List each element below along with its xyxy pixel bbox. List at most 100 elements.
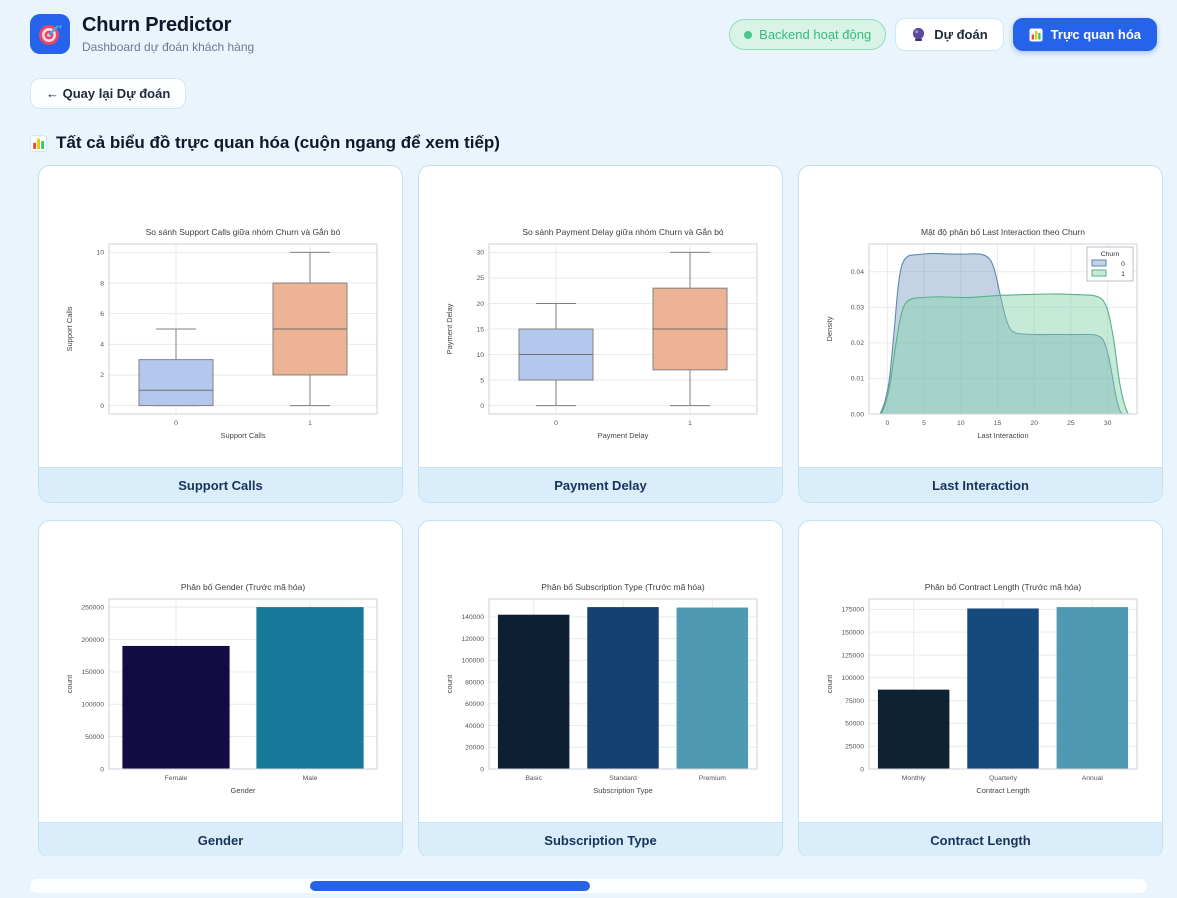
svg-text:0: 0 bbox=[100, 766, 104, 773]
payment-delay-boxplot: 0 5 10 15 20 25 30 0 1 So sánh Payment Delay giữa… bbox=[438, 222, 769, 452]
crystal-ball-icon bbox=[913, 27, 925, 41]
target-icon bbox=[39, 25, 62, 45]
svg-text:count: count bbox=[65, 674, 74, 693]
svg-text:Support Calls: Support Calls bbox=[220, 431, 265, 440]
page-title: Churn Predictor bbox=[82, 14, 232, 36]
svg-text:Phân bố Subscription Type (Trư: Phân bố Subscription Type (Trước mã hóa) bbox=[541, 582, 705, 592]
svg-text:100000: 100000 bbox=[461, 658, 484, 665]
svg-text:0: 0 bbox=[885, 420, 889, 427]
svg-text:Phân bố Contract Length (Trước: Phân bố Contract Length (Trước mã hóa) bbox=[924, 582, 1081, 592]
svg-text:Subscription Type: Subscription Type bbox=[593, 786, 652, 795]
svg-text:25: 25 bbox=[476, 275, 484, 282]
section-title-text: Tất cả biểu đồ trực quan hóa (cuộn ngang… bbox=[56, 133, 500, 152]
svg-text:4: 4 bbox=[100, 342, 104, 349]
svg-text:0: 0 bbox=[174, 420, 178, 427]
svg-text:100000: 100000 bbox=[81, 702, 104, 709]
svg-text:Mật độ phân bố Last Interactio: Mật độ phân bố Last Interaction theo Chu… bbox=[921, 227, 1085, 237]
charts-scroll-area[interactable]: 0 2 4 6 8 10 0 1 So sánh Support Calls giữa nhóm… bbox=[0, 165, 1177, 856]
svg-text:0.03: 0.03 bbox=[850, 305, 863, 312]
svg-text:60000: 60000 bbox=[465, 701, 484, 708]
bar-chart-icon bbox=[30, 134, 47, 152]
card-label: Payment Delay bbox=[419, 467, 782, 502]
svg-text:0.04: 0.04 bbox=[850, 269, 863, 276]
svg-text:Payment Delay: Payment Delay bbox=[445, 303, 454, 354]
svg-text:10: 10 bbox=[956, 420, 964, 427]
predict-button[interactable]: Dự đoán bbox=[895, 18, 1004, 51]
svg-text:Annual: Annual bbox=[1081, 775, 1103, 782]
section-title: Tất cả biểu đồ trực quan hóa (cuộn ngang… bbox=[30, 133, 1177, 153]
chart-card-last-interaction[interactable]: Churn 0 1 0.00 0.01 0.02 0.03 0.04 0 5 10 15 20 25 30 M… bbox=[798, 165, 1163, 503]
svg-text:Basic: Basic bbox=[525, 775, 542, 782]
status-dot-icon bbox=[744, 30, 753, 39]
svg-text:10: 10 bbox=[476, 352, 484, 359]
svg-text:175000: 175000 bbox=[841, 607, 864, 614]
svg-text:0: 0 bbox=[480, 766, 484, 773]
svg-text:6: 6 bbox=[100, 311, 104, 318]
svg-text:20: 20 bbox=[476, 301, 484, 308]
svg-text:50000: 50000 bbox=[85, 734, 104, 741]
back-to-predict-button[interactable]: ← Quay lại Dự đoán bbox=[30, 78, 187, 109]
svg-text:20000: 20000 bbox=[465, 745, 484, 752]
svg-text:140000: 140000 bbox=[461, 614, 484, 621]
gender-bar-chart: 0 50000 100000 150000 200000 250000 Female Male… bbox=[58, 577, 389, 807]
svg-text:5: 5 bbox=[922, 420, 926, 427]
chart-card-contract-length[interactable]: 0 25000 50000 75000 100000 125000 150000 175000… bbox=[798, 520, 1163, 856]
svg-text:125000: 125000 bbox=[841, 652, 864, 659]
svg-text:30: 30 bbox=[1103, 420, 1111, 427]
svg-text:150000: 150000 bbox=[841, 629, 864, 636]
page-subtitle: Dashboard dự đoán khách hàng bbox=[82, 40, 255, 54]
svg-text:count: count bbox=[825, 674, 834, 693]
svg-text:50000: 50000 bbox=[845, 721, 864, 728]
svg-text:200000: 200000 bbox=[81, 637, 104, 644]
card-label: Subscription Type bbox=[419, 822, 782, 856]
svg-text:1: 1 bbox=[688, 420, 692, 427]
app-logo bbox=[30, 14, 70, 54]
svg-text:Male: Male bbox=[302, 775, 317, 782]
svg-text:120000: 120000 bbox=[461, 636, 484, 643]
brand-text: Churn Predictor Dashboard dự đoán khách … bbox=[82, 14, 254, 54]
svg-text:0: 0 bbox=[1121, 261, 1125, 268]
svg-text:0.02: 0.02 bbox=[850, 340, 863, 347]
svg-text:Churn: Churn bbox=[1100, 251, 1119, 258]
svg-text:2: 2 bbox=[100, 372, 104, 379]
svg-text:100000: 100000 bbox=[841, 675, 864, 682]
svg-text:0.00: 0.00 bbox=[850, 411, 863, 418]
card-label: Support Calls bbox=[39, 467, 402, 502]
svg-text:Phân bố Gender (Trước mã hóa): Phân bố Gender (Trước mã hóa) bbox=[180, 582, 305, 592]
svg-text:30: 30 bbox=[476, 250, 484, 257]
card-label: Contract Length bbox=[799, 822, 1162, 856]
svg-text:15: 15 bbox=[993, 420, 1001, 427]
svg-text:Contract Length: Contract Length bbox=[976, 786, 1029, 795]
svg-text:0: 0 bbox=[554, 420, 558, 427]
svg-text:75000: 75000 bbox=[845, 698, 864, 705]
svg-text:count: count bbox=[445, 674, 454, 693]
horizontal-scrollbar-track[interactable] bbox=[30, 879, 1147, 893]
predict-button-label: Dự đoán bbox=[934, 27, 988, 42]
visualize-button[interactable]: Trực quan hóa bbox=[1012, 18, 1157, 51]
app-header: Churn Predictor Dashboard dự đoán khách … bbox=[0, 0, 1177, 54]
svg-text:1: 1 bbox=[308, 420, 312, 427]
chart-card-support-calls[interactable]: 0 2 4 6 8 10 0 1 So sánh Support Calls giữa nhóm… bbox=[38, 165, 403, 503]
svg-text:0: 0 bbox=[100, 403, 104, 410]
backend-status-badge: Backend hoạt động bbox=[729, 19, 887, 50]
horizontal-scrollbar-thumb[interactable] bbox=[310, 881, 590, 891]
bar-chart-icon bbox=[1029, 28, 1043, 41]
chart-card-payment-delay[interactable]: 0 5 10 15 20 25 30 0 1 So sánh Payment Delay giữa… bbox=[418, 165, 783, 503]
svg-text:8: 8 bbox=[100, 280, 104, 287]
svg-text:1: 1 bbox=[1121, 271, 1125, 278]
svg-text:80000: 80000 bbox=[465, 679, 484, 686]
svg-text:0: 0 bbox=[480, 403, 484, 410]
svg-text:0: 0 bbox=[860, 766, 864, 773]
support-calls-boxplot: 0 2 4 6 8 10 0 1 So sánh Support Calls giữa nhóm… bbox=[58, 222, 389, 452]
visualize-button-label: Trực quan hóa bbox=[1050, 27, 1141, 42]
card-label: Last Interaction bbox=[799, 467, 1162, 502]
chart-card-subscription-type[interactable]: 0 20000 40000 60000 80000 100000 120000 140000 B… bbox=[418, 520, 783, 856]
svg-text:20: 20 bbox=[1030, 420, 1038, 427]
header-actions: Backend hoạt động Dự đoán Trực quan hóa bbox=[729, 18, 1157, 51]
svg-text:25: 25 bbox=[1067, 420, 1075, 427]
chart-card-gender[interactable]: 0 50000 100000 150000 200000 250000 Female Male… bbox=[38, 520, 403, 856]
svg-text:10: 10 bbox=[96, 250, 104, 257]
svg-text:Gender: Gender bbox=[230, 786, 256, 795]
svg-text:150000: 150000 bbox=[81, 669, 104, 676]
